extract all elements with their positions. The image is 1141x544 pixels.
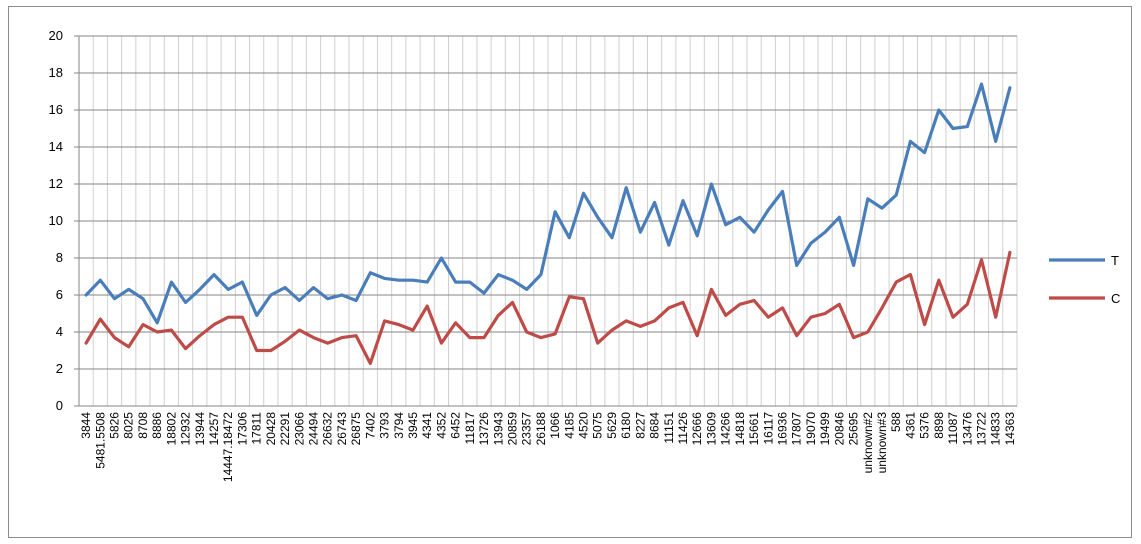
x-tick-label: 1066 [548,412,562,439]
x-tick-label: 23066 [292,412,306,446]
x-tick-label: 13943 [491,412,505,446]
y-axis-ticks: 0 2 4 6 8 10 12 14 16 18 20 [49,28,80,413]
x-tick-label: 5075 [591,412,605,439]
x-tick-label: 13722 [974,412,988,446]
x-tick-label: 25695 [847,412,861,446]
x-tick-label: unknown#2 [861,412,875,474]
x-tick-label: 12666 [690,412,704,446]
x-tick-label: 14363 [1003,412,1017,446]
x-tick-label: 14818 [733,412,747,446]
x-tick-label: 4520 [577,412,591,439]
x-tick-label: 26743 [335,412,349,446]
y-tick-label: 18 [49,65,63,80]
x-tick-label: 3794 [392,412,406,439]
x-tick-label: 13476 [960,412,974,446]
x-tick-label: 16117 [761,412,775,445]
y-tick-label: 20 [49,28,63,43]
x-tick-label: 588 [889,412,903,432]
x-tick-label: 8886 [150,412,164,439]
x-tick-label: 17807 [790,412,804,446]
x-tick-label: 8227 [633,412,647,439]
x-tick-label: 11151 [662,412,676,444]
x-tick-label: 8684 [648,412,662,439]
x-tick-label: 3844 [79,412,93,439]
series-lines [84,82,1012,365]
chart-frame: 0 2 4 6 8 10 12 14 16 18 20 3844 5481.5508 5826 8025 8… [8,6,1132,538]
x-tick-label: 4341 [420,412,434,439]
x-tick-label: 13944 [193,412,207,446]
x-tick-label: 17306 [235,412,249,446]
x-tick-label: 23357 [520,412,534,446]
x-tick-label: 6452 [449,412,463,439]
x-tick-label: 11426 [676,412,690,445]
y-tick-label: 2 [56,361,63,376]
y-tick-label: 12 [49,176,63,191]
x-axis-ticks: 3844 5481.5508 5826 8025 8708 8886 18802 12932 1… [79,412,1017,482]
x-tick-label: 24494 [307,412,321,446]
x-tick-label: 4361 [903,412,917,439]
legend-label-C: C [1111,291,1120,306]
y-tick-label: 6 [56,287,63,302]
x-tick-label: 14257 [207,412,221,446]
x-tick-label: 19070 [804,412,818,446]
x-tick-label: 22291 [278,412,292,446]
x-tick-label: 14833 [989,412,1003,446]
y-tick-label: 16 [49,102,63,117]
x-tick-label: 5629 [605,412,619,439]
x-tick-label: 3945 [406,412,420,439]
x-tick-label: 13726 [477,412,491,446]
x-tick-label: 18802 [164,412,178,446]
x-tick-label: 20428 [264,412,278,446]
x-tick-label: 5481.5508 [93,412,107,469]
x-tick-label: 6180 [619,412,633,439]
x-tick-label: 14266 [719,412,733,446]
x-tick-label: 26632 [321,412,335,446]
y-tick-label: 8 [56,250,63,265]
x-tick-label: 26875 [349,412,363,446]
x-tick-label: 17811 [250,412,264,445]
x-tick-label: 4352 [434,412,448,439]
x-tick-label: unknown#3 [875,412,889,474]
y-tick-label: 10 [49,213,63,228]
legend: TC [1049,253,1120,306]
x-tick-label: 8898 [932,412,946,439]
x-tick-label: 3793 [378,412,392,439]
x-tick-label: 20859 [505,412,519,446]
x-tick-label: 5826 [108,412,122,439]
x-tick-label: 16936 [776,412,790,446]
legend-label-T: T [1111,253,1119,268]
x-tick-label: 5376 [918,412,932,439]
x-tick-label: 8025 [122,412,136,439]
x-tick-label: 8708 [136,412,150,439]
y-tick-label: 0 [56,398,63,413]
series-line-C [84,250,1012,365]
x-tick-label: 12932 [179,412,193,446]
x-tick-label: 4185 [562,412,576,439]
y-tick-label: 4 [56,324,63,339]
horizontal-gridlines [79,35,1017,407]
x-tick-label: 14447.18472 [221,412,235,482]
x-tick-label: 15661 [747,412,761,446]
x-tick-label: 20846 [832,412,846,446]
y-tick-label: 14 [49,139,63,154]
x-tick-label: 11817 [463,412,477,445]
series-line-T [84,82,1012,325]
x-tick-label: 11087 [946,412,960,445]
x-tick-label: 7402 [363,412,377,439]
x-tick-label: 13609 [704,412,718,446]
x-tick-label: 26188 [534,412,548,446]
x-tick-label: 19499 [818,412,832,446]
